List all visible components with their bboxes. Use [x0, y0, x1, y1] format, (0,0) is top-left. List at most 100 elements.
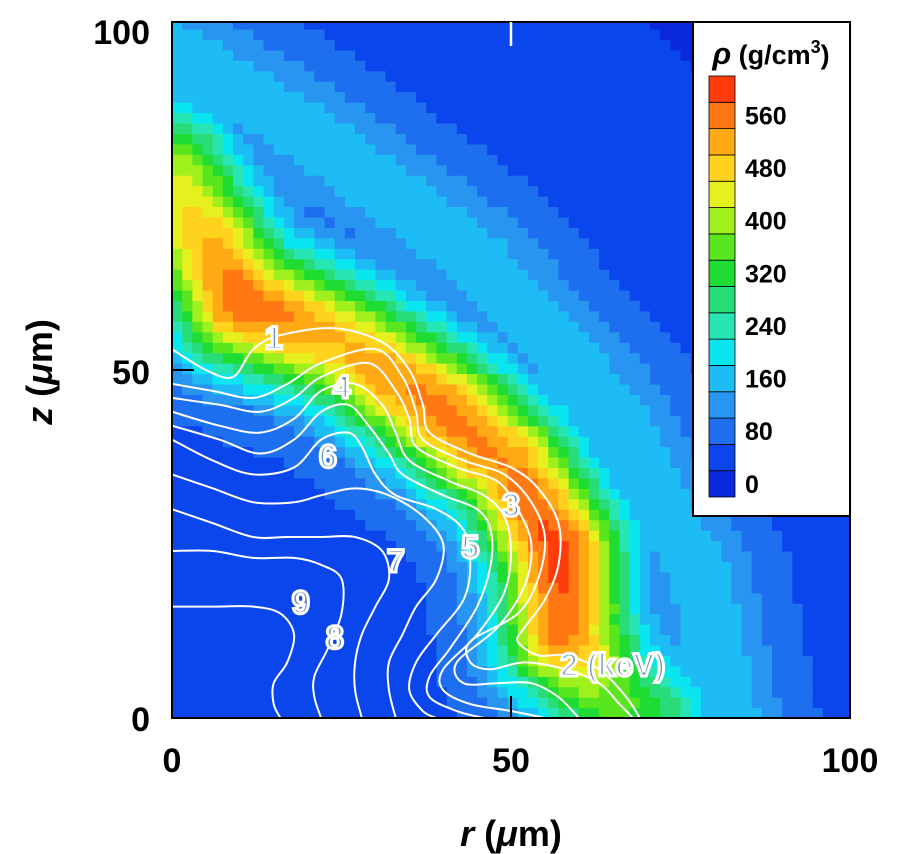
- heatmap-cell: [507, 196, 519, 208]
- heatmap-cell: [538, 707, 549, 718]
- heatmap-cell: [273, 415, 285, 427]
- heatmap-cell: [548, 154, 560, 166]
- heatmap-cell: [548, 488, 560, 500]
- heatmap-cell: [568, 269, 580, 281]
- heatmap-cell: [497, 185, 509, 197]
- heatmap-cell: [416, 154, 427, 166]
- heatmap-cell: [782, 624, 793, 636]
- heatmap-cell: [273, 436, 285, 448]
- heatmap-cell: [294, 613, 305, 625]
- heatmap-cell: [649, 624, 661, 636]
- heatmap-cell: [202, 571, 214, 583]
- heatmap-cell: [538, 133, 549, 145]
- heatmap-cell: [243, 498, 254, 510]
- heatmap-cell: [273, 457, 285, 469]
- heatmap-cell: [375, 540, 387, 552]
- heatmap-cell: [182, 540, 193, 552]
- heatmap-cell: [294, 477, 305, 489]
- heatmap-cell: [670, 258, 682, 270]
- heatmap-cell: [222, 634, 234, 646]
- heatmap-cell: [395, 269, 407, 281]
- heatmap-cell: [355, 436, 366, 448]
- heatmap-cell: [680, 122, 692, 134]
- heatmap-cell: [436, 22, 448, 30]
- heatmap-cell: [334, 509, 346, 521]
- heatmap-cell: [222, 477, 234, 489]
- heatmap-cell: [405, 540, 417, 552]
- heatmap-cell: [711, 634, 722, 646]
- heatmap-cell: [558, 394, 570, 406]
- heatmap-cell: [660, 60, 671, 72]
- heatmap-cell: [507, 634, 519, 646]
- heatmap-cell: [405, 415, 417, 427]
- heatmap-cell: [690, 519, 702, 531]
- heatmap-cell: [243, 603, 254, 615]
- heatmap-cell: [334, 404, 346, 416]
- heatmap-cell: [344, 279, 356, 291]
- heatmap-cell: [792, 540, 804, 552]
- heatmap-cell: [639, 164, 651, 176]
- heatmap-cell: [639, 331, 651, 343]
- heatmap-cell: [446, 300, 458, 312]
- heatmap-cell: [680, 22, 692, 30]
- heatmap-cell: [558, 383, 570, 395]
- heatmap-cell: [466, 352, 478, 364]
- heatmap-cell: [822, 644, 834, 656]
- heatmap-cell: [273, 22, 285, 30]
- heatmap-cell: [588, 310, 600, 322]
- heatmap-cell: [355, 112, 366, 124]
- heatmap-cell: [466, 592, 478, 604]
- heatmap-cell: [792, 613, 804, 625]
- heatmap-cell: [609, 342, 621, 354]
- heatmap-cell: [660, 655, 671, 667]
- heatmap-cell: [649, 519, 661, 531]
- heatmap-cell: [304, 415, 315, 427]
- heatmap-cell: [192, 331, 204, 343]
- heatmap-cell: [690, 571, 702, 583]
- heatmap-cell: [578, 321, 590, 333]
- heatmap-cell: [385, 70, 397, 82]
- heatmap-cell: [172, 655, 183, 667]
- heatmap-cell: [375, 279, 387, 291]
- heatmap-cell: [660, 49, 671, 61]
- heatmap-cell: [741, 686, 753, 698]
- heatmap-cell: [487, 216, 499, 228]
- heatmap-cell: [426, 697, 438, 709]
- heatmap-cell: [314, 49, 326, 61]
- heatmap-cell: [365, 707, 376, 718]
- heatmap-cell: [456, 112, 468, 124]
- heatmap-cell: [660, 164, 671, 176]
- heatmap-cell: [294, 603, 305, 615]
- heatmap-cell: [324, 697, 336, 709]
- heatmap-cell: [700, 550, 712, 562]
- heatmap-cell: [609, 363, 621, 375]
- heatmap-cell: [680, 269, 692, 281]
- heatmap-cell: [426, 154, 438, 166]
- heatmap-cell: [578, 498, 590, 510]
- heatmap-cell: [456, 154, 468, 166]
- heatmap-cell: [548, 289, 560, 301]
- heatmap-cell: [660, 70, 671, 82]
- colorbar-close: ): [821, 40, 830, 70]
- heatmap-cell: [375, 258, 387, 270]
- heatmap-cell: [497, 457, 509, 469]
- heatmap-cell: [355, 133, 366, 145]
- heatmap-cell: [334, 102, 346, 114]
- heatmap-cell: [588, 91, 600, 103]
- heatmap-cell: [334, 373, 346, 385]
- heatmap-cell: [395, 227, 407, 239]
- heatmap-cell: [395, 102, 407, 114]
- heatmap-cell: [426, 258, 438, 270]
- heatmap-cell: [629, 655, 641, 667]
- heatmap-cell: [212, 363, 224, 375]
- heatmap-cell: [649, 310, 661, 322]
- heatmap-cell: [314, 269, 326, 281]
- heatmap-cell: [263, 185, 275, 197]
- heatmap-cell: [497, 258, 509, 270]
- heatmap-cell: [446, 467, 458, 479]
- heatmap-cell: [233, 582, 244, 594]
- heatmap-cell: [456, 467, 468, 479]
- heatmap-cell: [568, 300, 580, 312]
- heatmap-cell: [487, 644, 499, 656]
- heatmap-cell: [588, 300, 600, 312]
